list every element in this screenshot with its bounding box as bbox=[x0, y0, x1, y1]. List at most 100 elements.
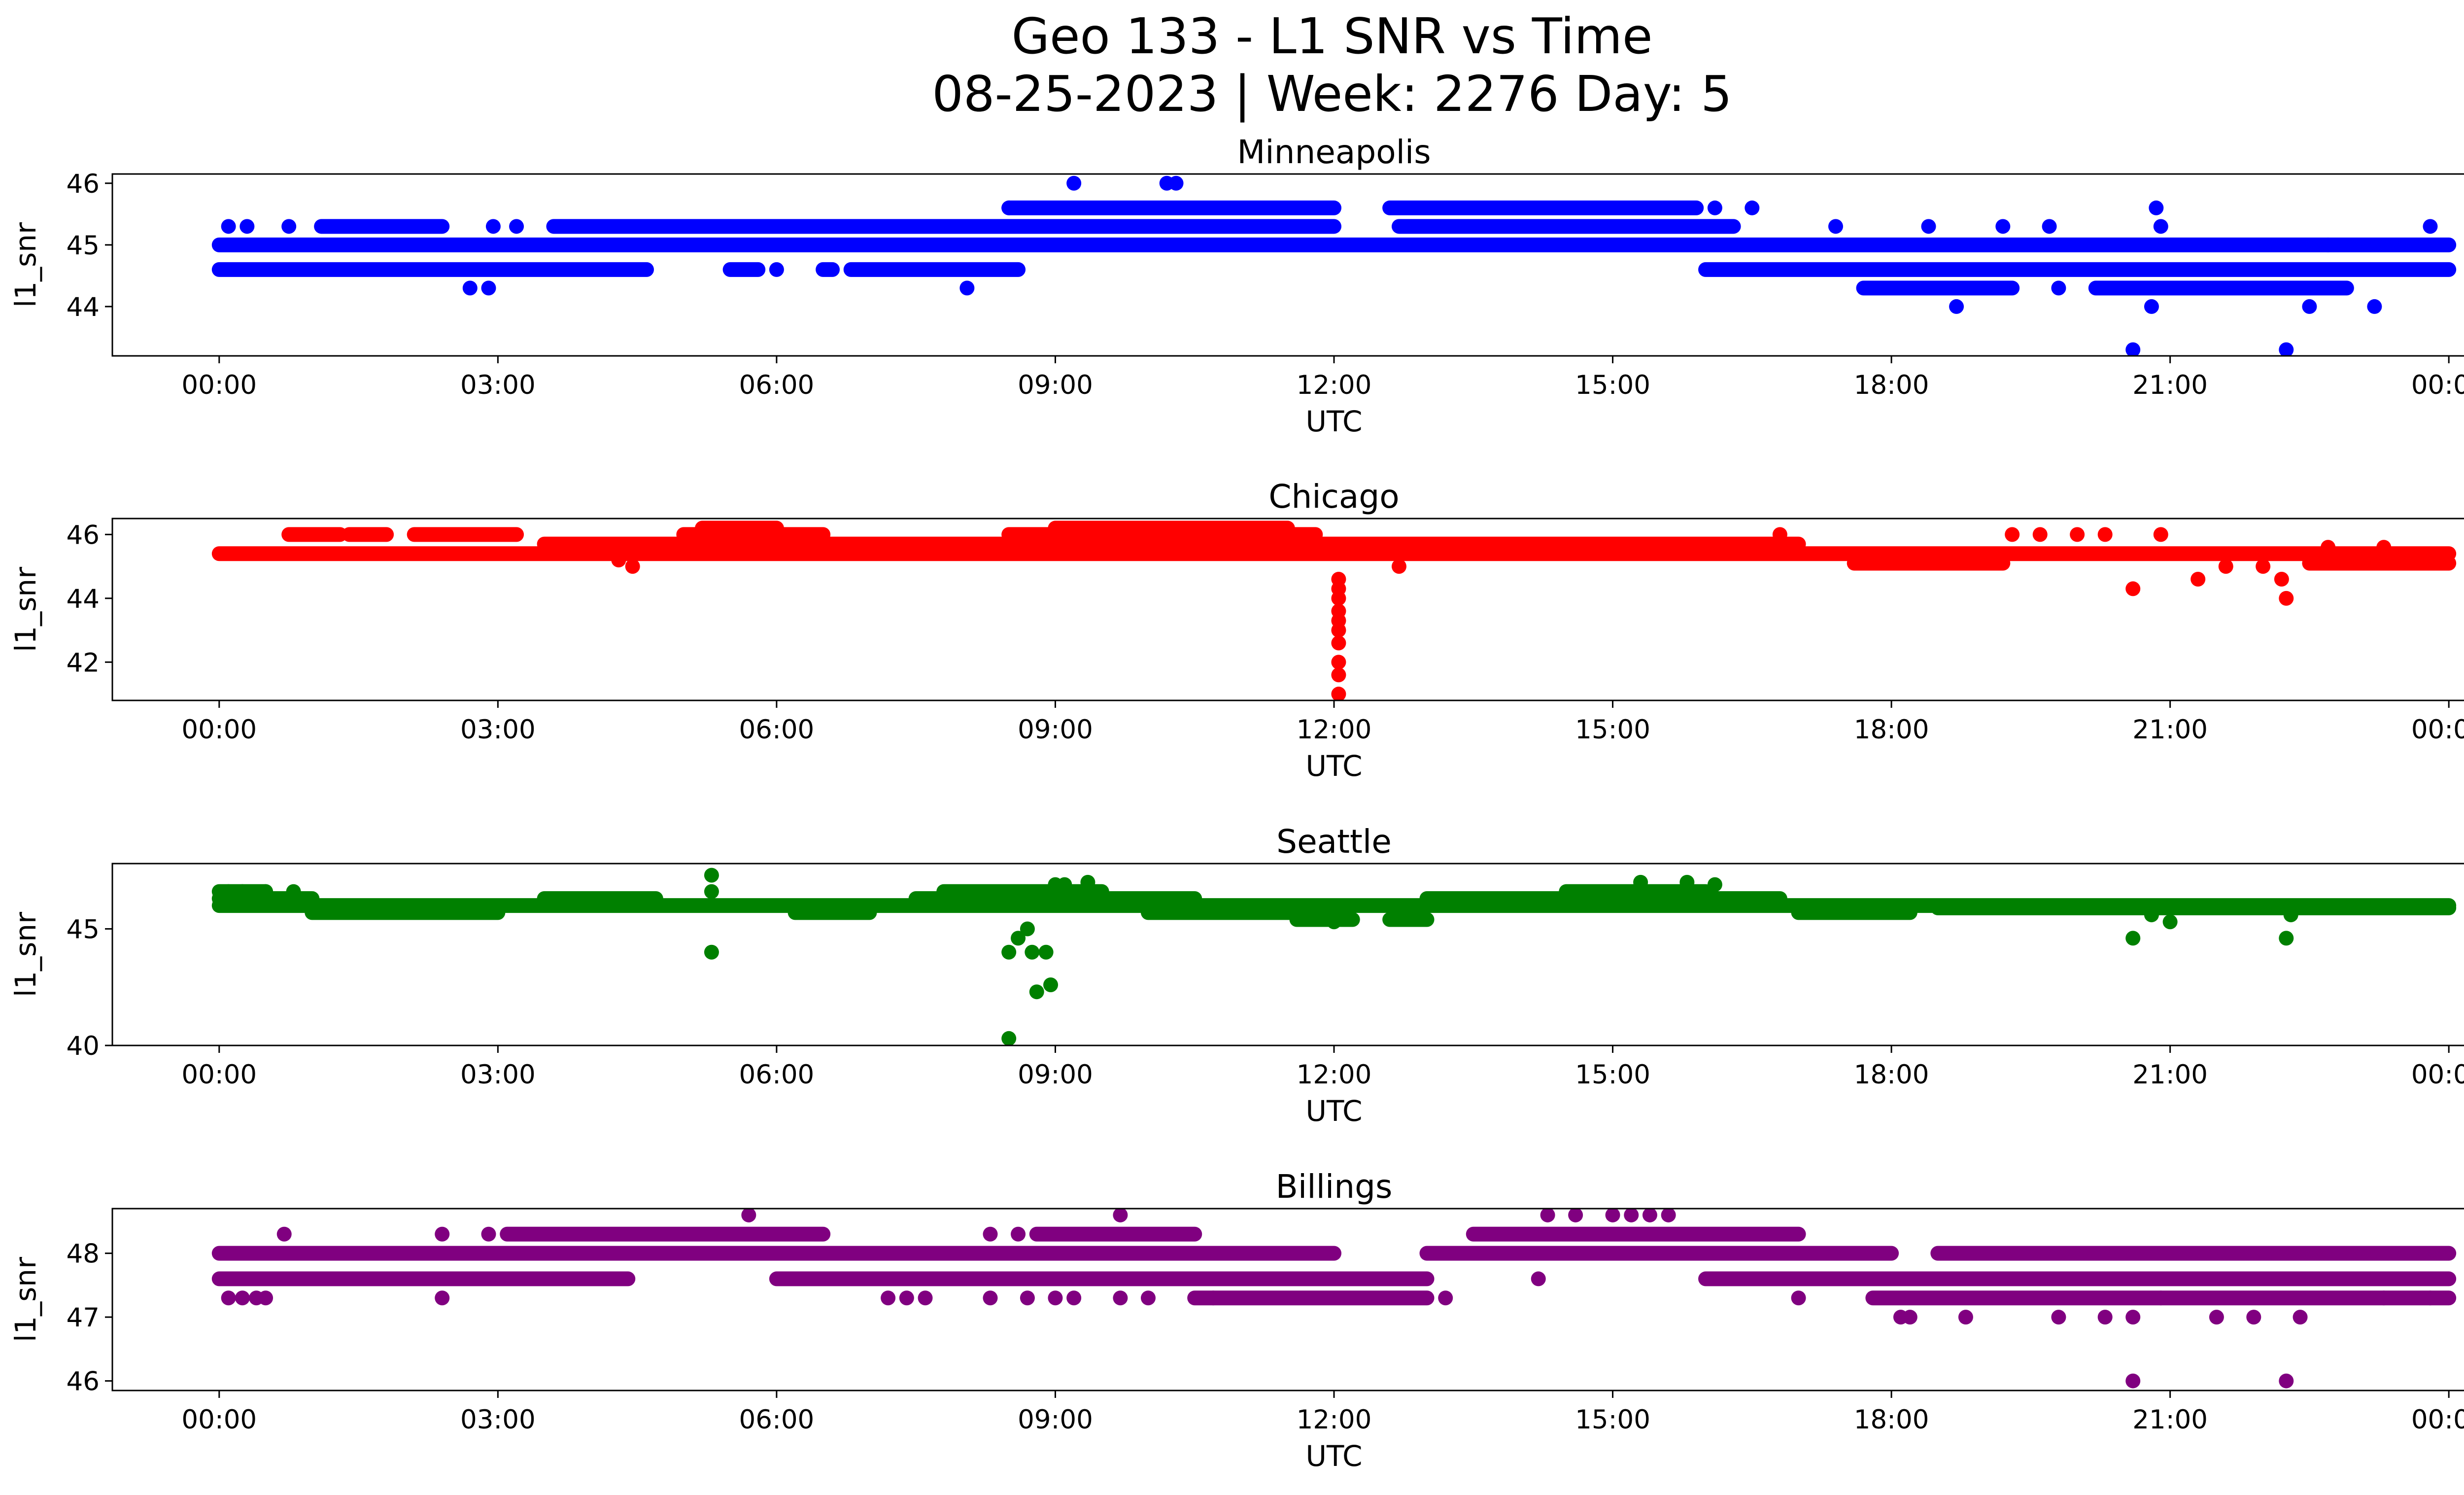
x-tick-label: 06:00 bbox=[739, 1405, 815, 1435]
subplot-chicago: Chicago 00:00 03:00 06:00 09:00 12:00 15:00 18:… bbox=[9, 478, 2464, 783]
data-point-4 bbox=[1331, 591, 1346, 606]
x-tick-label: 06:00 bbox=[739, 370, 815, 400]
data-point-9 bbox=[1331, 655, 1346, 670]
data-point-8 bbox=[1001, 944, 1017, 960]
data-point-22 bbox=[1438, 1290, 1453, 1306]
data-point-34 bbox=[2051, 1310, 2066, 1325]
data-point-29 bbox=[1661, 1209, 1676, 1222]
data-point-18 bbox=[2125, 581, 2141, 596]
data-point-17 bbox=[1080, 874, 1095, 890]
data-point-7 bbox=[1001, 1031, 1017, 1045]
data-point-16 bbox=[1921, 219, 1936, 234]
x-tick-label: 18:00 bbox=[1854, 715, 1929, 745]
data-point-30 bbox=[1791, 1290, 1806, 1306]
data-point-26 bbox=[2376, 540, 2392, 555]
x-tick-label: 15:00 bbox=[1575, 715, 1650, 745]
figure-title-line1: Geo 133 - L1 SNR vs Time bbox=[1012, 7, 1653, 65]
data-point-9 bbox=[881, 1290, 896, 1306]
marker-band-1-1 bbox=[769, 1271, 1435, 1286]
x-tick-label: 03:00 bbox=[460, 1060, 536, 1090]
data-point-6 bbox=[509, 219, 524, 234]
y-tick-label: 46 bbox=[67, 1367, 100, 1397]
data-point-19 bbox=[2153, 527, 2168, 542]
data-point-23 bbox=[2149, 200, 2164, 215]
scatter-series bbox=[211, 868, 2457, 1045]
marker-band-2-3 bbox=[1791, 905, 1917, 920]
data-point-36 bbox=[2125, 1373, 2141, 1389]
data-point-15 bbox=[1020, 1290, 1035, 1306]
y-tick-label: 45 bbox=[67, 914, 100, 944]
marker-band-2-0 bbox=[281, 527, 347, 542]
x-tick-label: 12:00 bbox=[1297, 715, 1372, 745]
x-axis-label: UTC bbox=[1306, 1094, 1363, 1128]
data-point-22 bbox=[2125, 931, 2141, 946]
x-tick-label: 15:00 bbox=[1575, 370, 1650, 400]
data-point-42 bbox=[2293, 1310, 2308, 1325]
data-point-1 bbox=[240, 219, 255, 234]
data-point-2 bbox=[258, 884, 274, 899]
data-point-11 bbox=[918, 1290, 933, 1306]
marker-band-0-2 bbox=[1930, 1246, 2457, 1261]
data-point-33 bbox=[1958, 1310, 1973, 1325]
data-point-11 bbox=[1331, 687, 1346, 700]
marker-band-0-0 bbox=[211, 1246, 1341, 1261]
data-point-2 bbox=[281, 219, 297, 234]
y-axis-label: l1_snr bbox=[9, 912, 42, 997]
marker-band-2-0 bbox=[500, 1226, 831, 1242]
data-point-22 bbox=[2256, 559, 2271, 574]
marker-band-1-0 bbox=[537, 536, 1806, 552]
data-point-1 bbox=[235, 884, 250, 899]
subplot-title: Seattle bbox=[1276, 823, 1392, 861]
data-point-25 bbox=[2279, 342, 2294, 356]
marker-band-2-1 bbox=[1029, 1226, 1202, 1242]
y-tick-label: 47 bbox=[67, 1303, 100, 1333]
data-point-4 bbox=[276, 1226, 292, 1242]
marker-band-2-1 bbox=[342, 527, 394, 542]
data-point-20 bbox=[1140, 1290, 1156, 1306]
x-tick-label: 00:00 bbox=[181, 370, 257, 400]
data-point-10 bbox=[1020, 921, 1035, 937]
marker-band-1-1 bbox=[722, 262, 766, 277]
data-point-38 bbox=[2153, 1290, 2168, 1306]
marker-band-4-0 bbox=[1289, 912, 1360, 927]
data-point-39 bbox=[2209, 1310, 2224, 1325]
data-point-21 bbox=[2125, 342, 2141, 356]
x-tick-label: 00:00 bbox=[2411, 370, 2464, 400]
y-tick-label: 44 bbox=[67, 292, 100, 322]
data-point-8 bbox=[1331, 635, 1346, 651]
data-point-32 bbox=[1902, 1310, 1917, 1325]
marker-band-3-0 bbox=[1001, 200, 1341, 215]
data-point-1 bbox=[235, 1290, 250, 1306]
data-point-20 bbox=[2051, 280, 2066, 296]
data-point-43 bbox=[2376, 1290, 2392, 1306]
data-point-14 bbox=[1745, 200, 1760, 215]
data-point-14 bbox=[1043, 977, 1059, 992]
data-point-3 bbox=[258, 1290, 274, 1306]
y-tick-label: 46 bbox=[67, 169, 100, 199]
data-point-23 bbox=[2144, 907, 2159, 923]
data-point-26 bbox=[2283, 907, 2298, 923]
data-point-7 bbox=[1331, 623, 1346, 638]
data-point-13 bbox=[1011, 1226, 1026, 1242]
data-point-16 bbox=[1048, 1290, 1063, 1306]
data-point-17 bbox=[1949, 299, 1964, 314]
subplot-title: Billings bbox=[1276, 1168, 1393, 1206]
data-point-12 bbox=[1168, 175, 1184, 191]
marker-band-5-0 bbox=[1930, 900, 2457, 915]
data-point-28 bbox=[2367, 299, 2382, 314]
data-point-12 bbox=[983, 1226, 998, 1242]
data-point-0 bbox=[625, 559, 640, 574]
data-point-15 bbox=[1828, 219, 1843, 234]
marker-band-2-2 bbox=[407, 527, 524, 542]
x-tick-label: 12:00 bbox=[1297, 1060, 1372, 1090]
data-point-17 bbox=[2097, 527, 2113, 542]
x-tick-label: 00:00 bbox=[181, 715, 257, 745]
x-tick-label: 00:00 bbox=[2411, 715, 2464, 745]
data-point-3 bbox=[462, 280, 478, 296]
data-point-8 bbox=[959, 280, 975, 296]
data-point-8 bbox=[741, 1209, 756, 1222]
data-point-10 bbox=[1066, 175, 1082, 191]
marker-band-3-2 bbox=[1559, 884, 1713, 899]
data-point-20 bbox=[1679, 874, 1695, 890]
